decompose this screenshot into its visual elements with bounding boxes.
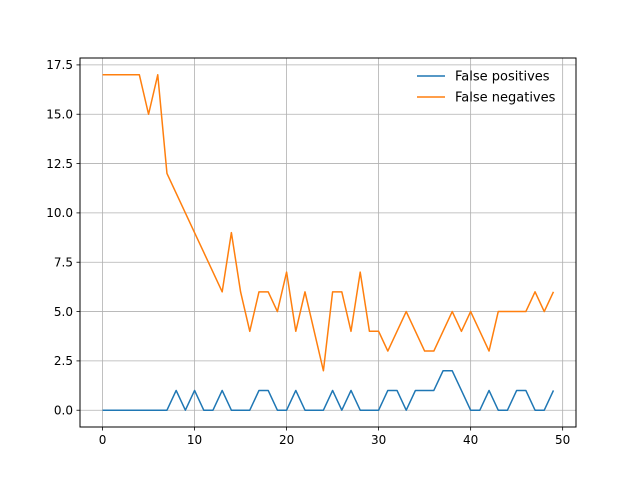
- y-tick-label: 12.5: [46, 157, 73, 171]
- x-tick-label: 20: [279, 433, 294, 447]
- series-line-false-positives: [102, 370, 555, 411]
- x-tick-label: 10: [187, 433, 202, 447]
- legend-label-false-positives: False positives: [455, 70, 550, 85]
- y-tick-label: 7.5: [54, 256, 73, 270]
- y-tick-label: 0.0: [54, 404, 73, 418]
- series-layer: [102, 74, 555, 411]
- y-tick-label: 17.5: [46, 58, 73, 72]
- x-tick-label: 0: [99, 433, 107, 447]
- grid-lines: [80, 58, 576, 427]
- y-tick-label: 10.0: [46, 206, 73, 220]
- y-tick-label: 15.0: [46, 108, 73, 122]
- plot-frame: [79, 57, 577, 428]
- legend: False positives False negatives: [417, 70, 556, 106]
- x-tick-label: 40: [463, 433, 478, 447]
- x-tick-label: 50: [555, 433, 570, 447]
- x-tick-label: 30: [371, 433, 386, 447]
- y-tick-label: 5.0: [54, 305, 73, 319]
- legend-label-false-negatives: False negatives: [455, 91, 556, 106]
- series-line-false-negatives: [102, 74, 555, 372]
- y-tick-label: 2.5: [54, 354, 73, 368]
- y-axis: 0.0 2.5 5.0 7.5 10.0 12.5 15.0 17.5: [46, 58, 80, 418]
- x-axis: 0 10 20 30 40 50: [99, 427, 570, 447]
